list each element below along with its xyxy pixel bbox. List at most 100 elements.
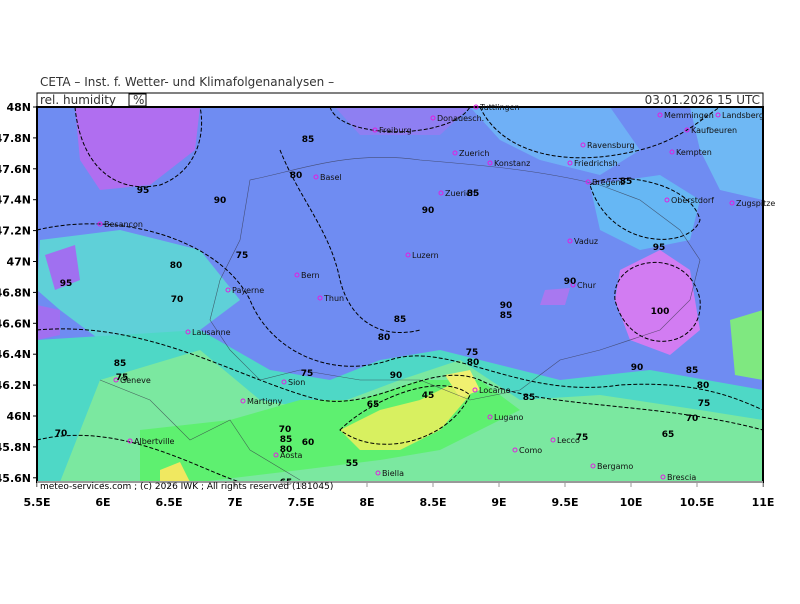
contour-label: 80 [290,171,303,181]
city-marker [585,179,591,185]
city-marker [487,414,493,420]
contour-label: 75 [301,369,314,379]
contour-label: 95 [653,243,666,253]
lon-label: 9.5E [551,496,578,509]
contour-label: 45 [422,391,435,401]
city-label: Landsberg [722,111,764,120]
city-label: Lecco [557,436,580,445]
city-marker [372,127,378,133]
city-label: Oberstdorf [671,196,714,205]
city-marker [512,447,518,453]
lon-label: 11E [752,496,775,509]
contour-label: 80 [280,445,293,455]
field-name: rel. humidity [40,93,116,107]
lat-label: 45.6N [0,472,31,485]
city-label: Friedrichsh. [574,159,620,168]
contour-label: 85 [302,135,315,145]
footer-credit: meteo-services.com ; (c) 2026 IWK ; All … [40,482,333,492]
header-title: CETA – Inst. f. Wetter- und Klimafolgena… [40,75,334,89]
city-label: Besancon [104,220,143,229]
city-marker [473,104,479,110]
city-label: Tuttlingen [479,103,520,112]
city-marker [669,149,675,155]
contour-label: 75 [698,399,711,409]
city-label: Zuerich [459,149,489,158]
city-marker [225,287,231,293]
city-label: Bern [301,271,320,280]
city-label: Donauesch. [437,114,484,123]
lat-label: 47.4N [0,194,31,207]
city-marker [660,474,666,480]
contour-label: 100 [651,307,670,317]
contour-label: 90 [422,206,435,216]
city-marker [113,377,119,383]
city-marker [313,174,319,180]
city-marker [567,160,573,166]
city-marker [185,329,191,335]
lon-label: 8E [359,496,374,509]
lat-label: 47.6N [0,163,31,176]
contour-label: 90 [564,277,577,287]
city-label: Bregenz [592,178,625,187]
city-marker [240,398,246,404]
lat-label: 46.6N [0,317,31,330]
lon-label: 10.5E [680,496,715,509]
contour-label: 65 [367,400,380,410]
contour-label: 95 [137,186,150,196]
lon-label: 8.5E [419,496,446,509]
contour-label: 90 [500,301,513,311]
city-label: Luzern [412,251,439,260]
contour-label: 85 [467,189,480,199]
city-label: Freiburg [379,126,412,135]
contour-label: 80 [467,358,480,368]
contour-label: 85 [114,359,127,369]
city-marker [729,200,735,206]
city-label: Zugspitze [736,199,775,208]
contour-label: 70 [55,429,68,439]
contour-label: 75 [576,433,589,443]
city-label: Albertville [134,437,175,446]
contour-label: 85 [394,315,407,325]
city-marker [472,387,478,393]
city-label: Bergamo [597,462,633,471]
lat-label: 46.2N [0,379,31,392]
city-marker [273,452,279,458]
contour-label: 70 [686,414,699,424]
contour-label: 85 [523,393,536,403]
contour-label: 80 [378,333,391,343]
contour-label: 90 [214,196,227,206]
lat-label: 46N [6,410,31,423]
city-marker [487,160,493,166]
contour-label: 75 [116,373,129,383]
city-marker [97,221,103,227]
contour-label: 75 [236,251,249,261]
contour-label: 75 [466,348,479,358]
city-label: Locarno [479,386,511,395]
city-marker [684,127,690,133]
city-label: Payerne [232,286,264,295]
contour-label: 85 [500,311,513,321]
city-label: Thun [323,294,344,303]
city-marker [715,112,721,118]
contour-label: 65 [662,430,675,440]
city-label: Chur [577,281,597,290]
city-label: Zuerich [445,189,475,198]
contour-label: 85 [280,435,293,445]
lon-label: 7E [227,496,242,509]
lon-label: 6.5E [155,496,182,509]
city-label: Biella [382,469,404,478]
lon-label: 5.5E [23,496,50,509]
city-marker [567,238,573,244]
contour-label: 70 [279,425,292,435]
lat-label: 47N [6,256,31,269]
lon-label: 9E [491,496,506,509]
contour-label: 80 [170,261,183,271]
city-label: Basel [320,173,342,182]
city-marker [405,252,411,258]
lat-label: 47.2N [0,225,31,238]
city-marker [281,379,287,385]
lat-label: 45.8N [0,441,31,454]
city-label: Konstanz [494,159,530,168]
city-label: Lugano [494,413,523,422]
